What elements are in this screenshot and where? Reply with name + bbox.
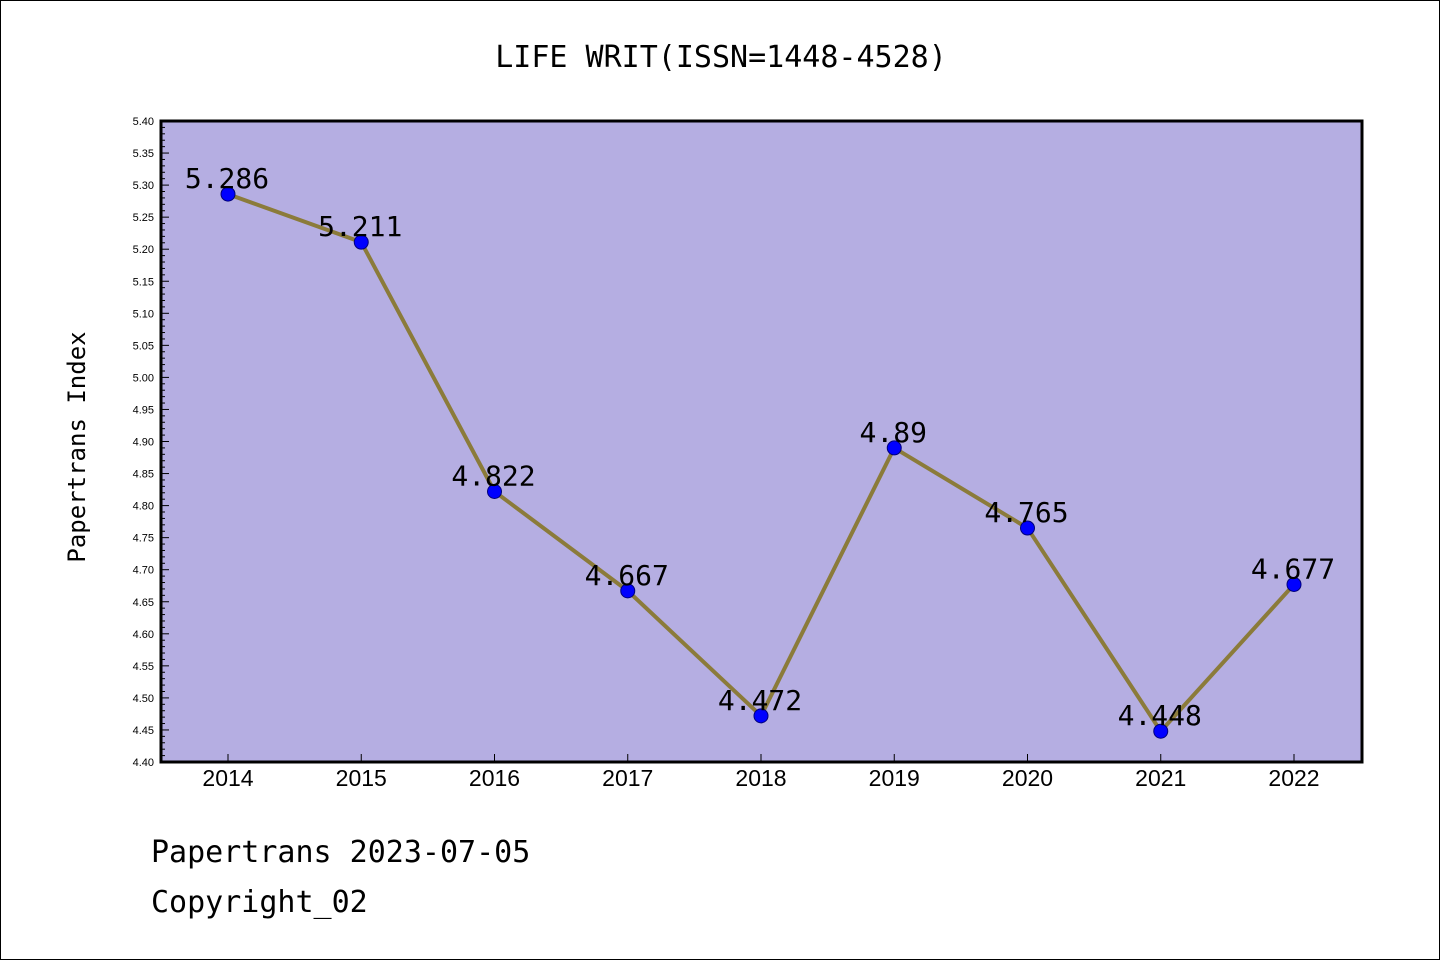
x-tick-label: 2018 xyxy=(735,765,786,791)
data-label: 4.765 xyxy=(984,496,1068,529)
y-tick-label: 5.30 xyxy=(133,180,154,192)
x-tick-label: 2021 xyxy=(1135,765,1186,791)
y-tick-label: 5.15 xyxy=(133,276,154,288)
x-tick-label: 2017 xyxy=(602,765,653,791)
data-point xyxy=(620,583,636,599)
data-point xyxy=(1153,723,1169,739)
x-tick-label: 2014 xyxy=(202,765,253,791)
series-layer xyxy=(220,186,1302,739)
data-label: 4.89 xyxy=(860,416,927,449)
y-tick-label: 5.10 xyxy=(133,308,154,320)
chart-title: LIFE WRIT(ISSN=1448-4528) xyxy=(495,40,947,75)
footer-date: Papertrans 2023-07-05 xyxy=(151,835,531,870)
y-tick-label: 4.80 xyxy=(133,501,154,513)
x-tick-label: 2022 xyxy=(1268,765,1319,791)
x-tick-label: 2020 xyxy=(1002,765,1053,791)
data-point xyxy=(1020,520,1035,536)
y-tick-label: 4.75 xyxy=(133,533,154,545)
data-point xyxy=(1286,576,1302,592)
y-tick-label: 5.20 xyxy=(133,244,154,256)
data-labels: 5.286 5.211 4.822 4.667 4.472 4.89 4.765 4.448 4… xyxy=(185,162,1335,732)
data-label: 5.286 xyxy=(185,162,269,195)
y-tick-label: 5.40 xyxy=(133,116,154,128)
data-point xyxy=(753,708,769,724)
data-label: 4.822 xyxy=(451,459,535,492)
y-tick-label: 4.65 xyxy=(133,597,154,609)
y-tick-label: 4.50 xyxy=(133,693,154,705)
y-tick-label: 4.70 xyxy=(133,565,154,577)
y-axis-label: Papertrans Index xyxy=(63,331,91,562)
data-label: 4.472 xyxy=(718,684,802,717)
y-tick-label: 4.85 xyxy=(133,469,154,481)
data-label: 4.667 xyxy=(585,559,669,592)
data-point xyxy=(487,483,502,499)
data-label: 5.211 xyxy=(318,210,402,243)
y-tick-label: 4.95 xyxy=(133,404,154,416)
plot-area xyxy=(159,119,1364,764)
y-tick-label: 5.05 xyxy=(133,340,154,352)
data-point xyxy=(886,440,902,456)
y-axis: 4.40 4.45 4.50 4.55 4.60 4.65 4.70 4.75 4.80 4.85… xyxy=(133,116,169,769)
y-tick-label: 4.45 xyxy=(133,725,154,737)
x-tick-label: 2015 xyxy=(336,765,387,791)
y-tick-label: 4.90 xyxy=(133,437,154,449)
data-point xyxy=(220,186,236,202)
y-tick-label: 4.60 xyxy=(133,629,154,641)
x-axis: 2014 2015 2016 2017 2018 2019 2020 2021 2022 xyxy=(202,754,1320,791)
y-tick-label: 5.25 xyxy=(133,212,154,224)
x-tick-label: 2016 xyxy=(469,765,520,791)
y-tick-label: 4.40 xyxy=(133,757,154,769)
y-tick-label: 5.00 xyxy=(133,372,154,384)
x-tick-label: 2019 xyxy=(869,765,920,791)
y-tick-label: 5.35 xyxy=(133,148,154,160)
data-label: 4.448 xyxy=(1118,699,1202,732)
data-point xyxy=(353,234,369,250)
data-label: 4.677 xyxy=(1251,552,1335,585)
y-tick-label: 4.55 xyxy=(133,661,154,673)
footer-copyright: Copyright_02 xyxy=(151,885,368,920)
